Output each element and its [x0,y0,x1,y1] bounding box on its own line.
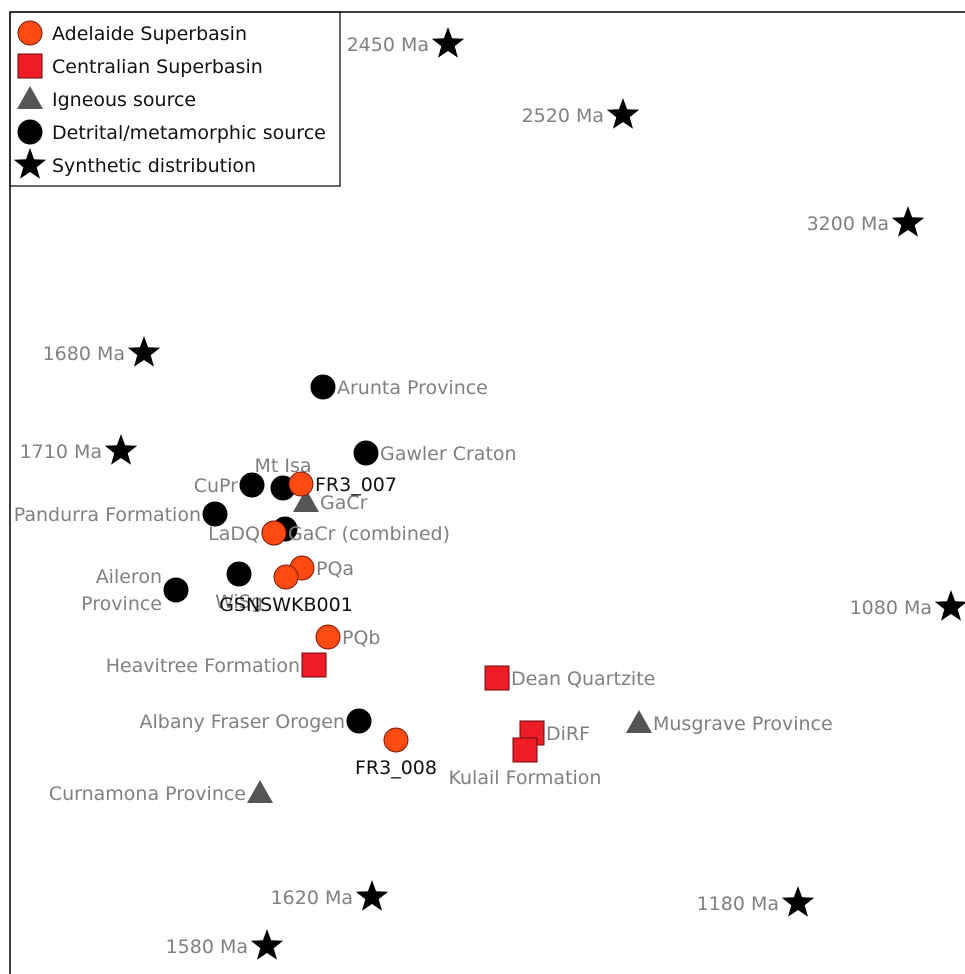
data-point [104,434,138,465]
point-label: 1680 Ma [43,343,125,365]
legend-label: Centralian Superbasin [52,56,263,78]
legend: Adelaide Superbasin Centralian Superbasin… [9,11,341,187]
legend-marker [17,119,43,145]
data-point [288,471,314,497]
legend-entry: Detrital/metamorphic source [17,119,326,145]
legend-marker [13,148,47,179]
legend-label: Synthetic distribution [52,155,256,177]
data-point [226,561,252,587]
legend-marker [17,20,43,46]
series-igneous-source: GaCr Musgrave Province Curnamona Province [49,489,833,805]
legend-marker [17,53,43,79]
point-label: 1620 Ma [271,887,353,909]
data-point [346,708,372,734]
data-point [163,577,189,603]
data-point [239,472,265,498]
point-label: Mt Isa [254,455,311,477]
series-synthetic-distribution: 2450 Ma 2520 Ma 3200 Ma 1680 Ma 1710 Ma 1080 … [20,27,965,960]
point-label: Pandurra Formation [14,504,201,526]
point-label: GaCr (combined) [288,523,450,545]
data-point [293,489,319,512]
point-label: Dean Quartzite [511,668,655,690]
series-centralian-superbasin: Heavitree Formation Dean Quartzite DiRF Kul… [106,652,655,789]
legend-entry: Synthetic distribution [13,148,256,179]
point-label: FR3_007 [315,474,397,496]
data-point [606,98,640,129]
point-label: CuPr [194,475,238,497]
point-label: Aileron Province [81,566,162,615]
legend-entry: Adelaide Superbasin [17,20,247,46]
legend-label: Detrital/metamorphic source [52,122,326,144]
point-label: 1580 Ma [166,936,248,958]
data-point [431,27,465,58]
point-label: 2450 Ma [347,34,429,56]
point-label: Heavitree Formation [106,655,300,677]
legend-label: Adelaide Superbasin [52,23,247,45]
legend-label: Igneous source [52,89,196,111]
data-point [250,929,284,960]
point-label: WiSg [215,591,263,613]
data-point [626,710,652,733]
data-point [310,374,336,400]
legend-marker [17,86,43,109]
legend-entry: Igneous source [17,86,196,111]
data-point [781,886,815,917]
legend-box [9,11,341,187]
point-label: 2520 Ma [522,105,604,127]
data-point [383,727,409,753]
point-label: 1180 Ma [697,893,779,915]
data-point [127,336,161,367]
data-point [247,780,273,803]
point-label: Kulail Formation [449,767,602,789]
point-label: 1710 Ma [20,441,102,463]
data-point [273,564,299,590]
point-label: Arunta Province [337,377,488,399]
point-label: FR3_008 [355,757,437,779]
data-point [512,737,538,763]
data-point [484,665,510,691]
point-label: Musgrave Province [653,713,833,735]
data-point [353,440,379,466]
point-label: LaDQ [208,523,260,545]
legend-entry: Centralian Superbasin [17,53,263,79]
data-point [934,590,965,621]
series-adelaide-superbasin: FR3_007 GaCr (combined) LaDQ PQa GSNSWKB001 P… [208,471,450,779]
point-label: Curnamona Province [49,783,246,805]
data-point [891,206,925,237]
point-label: PQb [342,627,380,649]
point-label: PQa [316,558,354,580]
point-label: GSNSWKB001 [219,594,353,616]
point-label: Gawler Craton [380,443,517,465]
data-marks: 2450 Ma 2520 Ma 3200 Ma 1680 Ma 1710 Ma 1080 … [14,27,965,960]
data-point [202,501,228,527]
data-point [301,652,327,678]
point-label: Albany Fraser Orogen [139,711,345,733]
plot-frame [9,11,965,974]
data-point [355,880,389,911]
point-label: DiRF [546,723,590,745]
data-point [315,624,341,650]
data-point [261,520,287,546]
point-label: 3200 Ma [807,213,889,235]
point-label: GaCr [320,492,368,514]
point-label: 1080 Ma [850,597,932,619]
